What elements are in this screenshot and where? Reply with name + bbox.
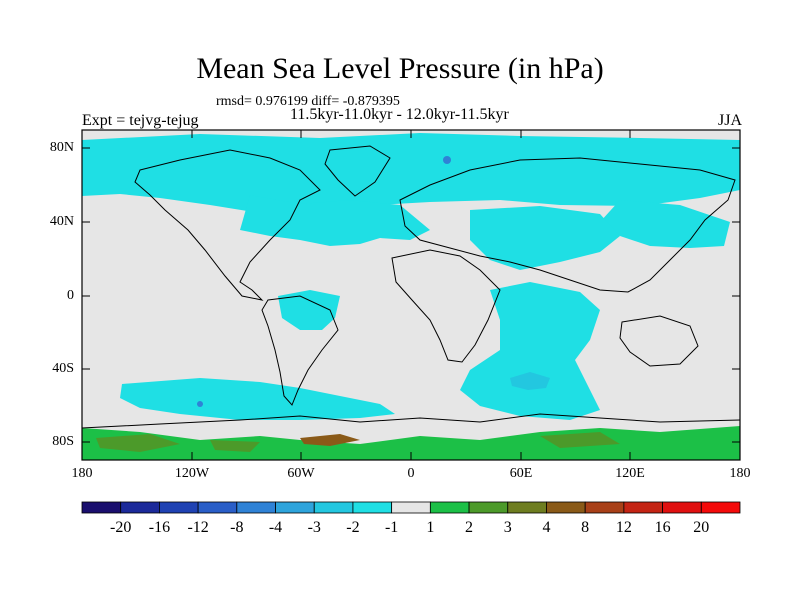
colorbar-label: 12: [615, 519, 632, 536]
map-title: Mean Sea Level Pressure (in hPa): [196, 52, 604, 85]
colorbar-label: -12: [187, 519, 209, 536]
colorbar-label: 20: [693, 519, 710, 536]
negative-anomaly-atlantic-europe: [240, 195, 430, 246]
colorbar-label: -3: [307, 519, 321, 536]
coastline-africa: [391, 249, 501, 363]
colorbar-label: -2: [346, 519, 360, 536]
colorbar-swatch: [159, 501, 199, 514]
lat-label-0: 0: [67, 288, 74, 303]
colorbar-label: -1: [384, 519, 399, 536]
lon-label-60w: 60W: [287, 466, 315, 481]
negative-anomaly-spot: [197, 401, 203, 407]
coastline-south-america: [261, 295, 339, 406]
colorbar-label: 4: [542, 519, 551, 536]
lat-label-80s: 80S: [52, 434, 74, 449]
colorbar-swatch: [584, 501, 625, 514]
colorbar-label: 16: [654, 519, 671, 536]
lon-label-60e: 60E: [509, 466, 533, 481]
colorbar-label: -4: [268, 519, 283, 536]
coastline-australia: [619, 315, 699, 367]
colorbar-swatch: [700, 501, 741, 514]
coastline-greenland: [324, 145, 391, 197]
colorbar-label: 8: [581, 519, 590, 536]
colorbar-swatch: [429, 501, 470, 514]
lon-label-0: 0: [407, 466, 415, 481]
lat-label-80n: 80N: [49, 140, 74, 155]
colorbar-swatch: [623, 501, 663, 514]
coastline-antarctica: [81, 413, 741, 429]
colorbar-label: -8: [230, 519, 244, 536]
coastline-north-america: [134, 149, 321, 301]
colorbar-swatch: [507, 501, 547, 514]
colorbar-label: -20: [110, 519, 132, 536]
lon-label-120e: 120E: [615, 466, 645, 481]
negative-anomaly-south-atlantic: [460, 282, 600, 420]
negative-anomaly-southern-ocean: [120, 378, 395, 420]
colorbar-swatch: [391, 501, 431, 514]
colorbar-label: 2: [465, 519, 474, 536]
latitude-ticks: [82, 147, 740, 443]
lat-label-40s: 40S: [52, 361, 74, 376]
colorbar-swatch: [546, 501, 586, 514]
season-label: JJA: [717, 112, 742, 129]
lon-label-120w: 120W: [174, 466, 210, 481]
rmsd-diff-stats: rmsd= 0.976199 diff= -0.879395: [216, 94, 400, 109]
coastlines: [81, 145, 741, 429]
negative-anomaly-asia: [470, 206, 620, 270]
negative-anomaly-spot: [443, 156, 451, 164]
time-period-subtitle: 11.5kyr-11.0kyr - 12.0kyr-11.5kyr: [290, 106, 509, 123]
colorbar-swatch: [662, 501, 702, 514]
colorbar-swatch: [197, 501, 238, 514]
lon-label-180w: 180: [71, 466, 93, 481]
colorbar-swatch: [120, 501, 160, 514]
colorbar-swatch: [81, 501, 122, 514]
positive-anomaly-antarctic-darkgreen: [96, 432, 620, 452]
coastline-eurasia: [399, 157, 736, 293]
negative-anomaly-east-pacific: [278, 290, 340, 330]
colorbar-label: 1: [426, 519, 435, 536]
negative-anomaly-north-pacific: [600, 200, 730, 248]
experiment-label: Expt = tejvg-tejug: [82, 112, 199, 129]
colorbar-swatch: [236, 501, 276, 514]
lat-label-40n: 40N: [49, 214, 74, 229]
colorbar-label: -16: [148, 519, 171, 536]
longitude-ticks: [191, 130, 631, 460]
lon-label-180e: 180: [729, 466, 751, 481]
colorbar-swatch: [352, 501, 393, 514]
colorbar: [81, 501, 741, 514]
negative-anomaly-core: [510, 372, 550, 390]
positive-anomaly-antarctic-brown: [300, 434, 360, 446]
colorbar-label: 3: [503, 519, 512, 536]
colorbar-swatch: [275, 501, 315, 514]
colorbar-swatch: [468, 501, 509, 514]
colorbar-swatch: [313, 501, 354, 514]
